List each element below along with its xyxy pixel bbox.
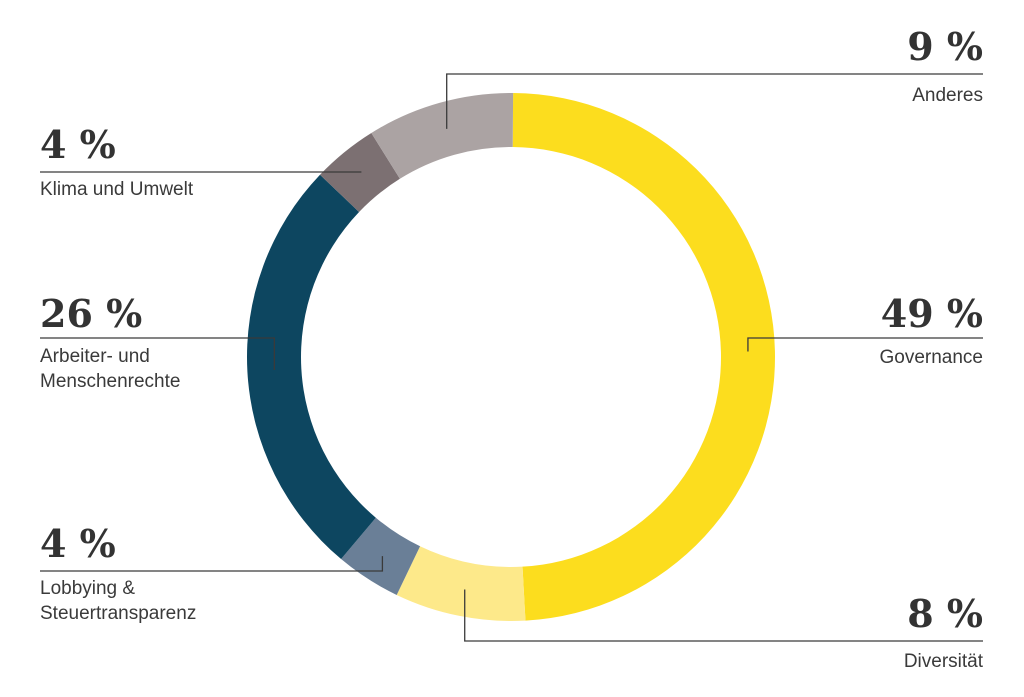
segment-lobbying-and-steuertransparenz xyxy=(341,517,421,595)
segment-anderes xyxy=(371,93,514,179)
category-label-line: Menschenrechte xyxy=(40,371,180,392)
leader-line-governance xyxy=(747,337,983,352)
category-label-line: Diversität xyxy=(904,651,984,672)
value-label-governance: 49 % xyxy=(881,291,983,336)
category-label-lobbying-and-steuertransparenz: Lobbying & Steuertransparenz xyxy=(40,578,196,624)
value-label-lobbying-and-steuertransparenz: 4 % xyxy=(40,521,116,566)
category-label-anderes: Anderes xyxy=(912,85,983,106)
segment-governance xyxy=(512,93,776,621)
category-label-line: Arbeiter- und xyxy=(40,346,150,367)
category-label-line: Steuertransparenz xyxy=(40,603,196,624)
segment-labels: 49 % Governance 8 % Diversität 4 % Lobbying &… xyxy=(40,24,984,672)
leader-line-arbeiter-und-menschenrechte xyxy=(40,337,276,370)
value-label-klima-und-umwelt: 4 % xyxy=(40,122,116,167)
category-label-line: Anderes xyxy=(912,85,983,106)
leader-line-diversitaet xyxy=(464,589,983,642)
category-label-arbeiter-und-menschenrechte: Arbeiter- und Menschenrechte xyxy=(40,346,180,392)
value-label-diversitaet: 8 % xyxy=(907,591,983,636)
donut-segments xyxy=(247,93,776,621)
category-label-governance: Governance xyxy=(879,347,983,368)
leader-line-lobbying-and-steuertransparenz xyxy=(40,556,384,572)
value-label-anderes: 9 % xyxy=(907,24,983,69)
category-label-line: Lobbying & xyxy=(40,578,135,599)
category-label-klima-und-umwelt: Klima und Umwelt xyxy=(40,179,194,200)
leader-lines xyxy=(40,73,983,642)
segment-diversitaet xyxy=(396,546,526,621)
category-label-diversitaet: Diversität xyxy=(904,651,984,672)
leader-line-anderes xyxy=(446,73,983,129)
segment-arbeiter-und-menschenrechte xyxy=(247,174,376,560)
category-label-line: Klima und Umwelt xyxy=(40,179,194,200)
category-label-line: Governance xyxy=(879,347,983,368)
value-label-arbeiter-und-menschenrechte: 26 % xyxy=(40,291,142,336)
